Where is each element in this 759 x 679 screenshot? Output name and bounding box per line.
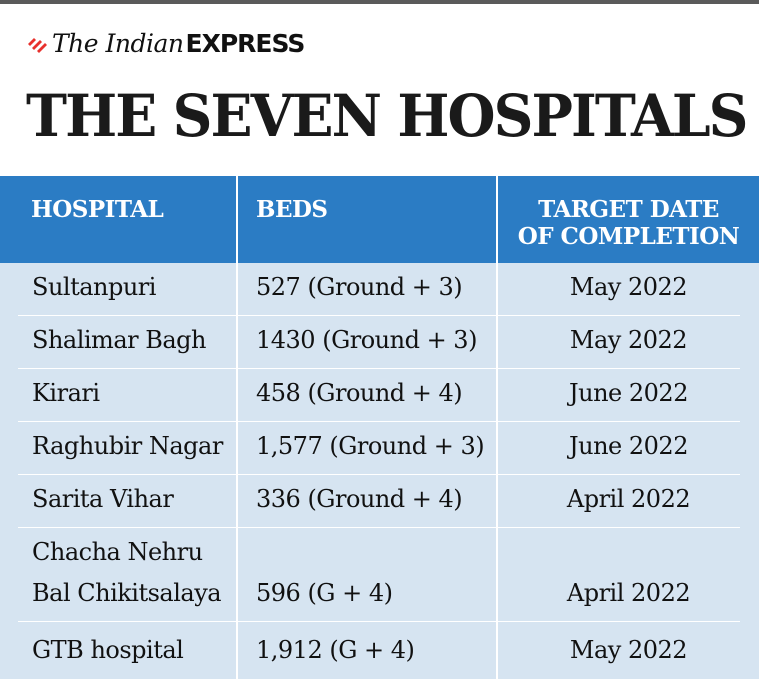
cell-beds: 527 (Ground + 3) [256, 273, 463, 301]
table-row: Sarita Vihar 336 (Ground + 4) April 2022 [0, 475, 759, 528]
cell-hospital: Bal Chikitsalaya [32, 579, 222, 607]
cell-target-date: May 2022 [569, 636, 688, 664]
hospital-table: HOSPITAL BEDS TARGET DATE OF COMPLETION … [0, 176, 759, 679]
column-header-beds: BEDS [256, 196, 328, 223]
logo-express: EXPRESS [185, 28, 306, 58]
top-rule [0, 0, 759, 4]
table-row: Raghubir Nagar 1,577 (Ground + 3) June 202… [0, 422, 759, 475]
indian-express-logo: The Indian EXPRESS [26, 26, 306, 60]
cell-target-date: June 2022 [569, 379, 688, 407]
column-header-target-line-1: TARGET DATE [538, 196, 719, 223]
column-header-target-line-2: OF COMPLETION [517, 223, 740, 250]
row-divider [18, 621, 740, 622]
cell-target-date: April 2022 [566, 485, 691, 513]
column-header-target-date: TARGET DATE OF COMPLETION [498, 176, 759, 263]
cell-hospital: Shalimar Bagh [32, 326, 207, 354]
row-divider [18, 368, 740, 369]
cell-beds: 1430 (Ground + 3) [256, 326, 477, 354]
column-divider [496, 176, 498, 679]
cell-hospital: Chacha Nehru [32, 538, 203, 566]
table-row: Sultanpuri 527 (Ground + 3) May 2022 [0, 263, 759, 316]
logo-the-indian: The Indian [52, 28, 184, 58]
express-flame-icon [28, 38, 47, 53]
cell-hospital: Raghubir Nagar [32, 432, 223, 460]
cell-beds: 1,577 (Ground + 3) [256, 432, 485, 460]
row-divider [18, 315, 740, 316]
cell-hospital: Sultanpuri [32, 273, 156, 301]
cell-hospital: Sarita Vihar [32, 485, 174, 513]
cell-beds: 458 (Ground + 4) [256, 379, 463, 407]
cell-target-date: May 2022 [569, 326, 688, 354]
row-divider [18, 474, 740, 475]
column-header-hospital: HOSPITAL [31, 196, 164, 223]
cell-target-date: April 2022 [566, 579, 691, 607]
table-row: Shalimar Bagh 1430 (Ground + 3) May 2022 [0, 316, 759, 369]
row-divider [18, 527, 740, 528]
row-divider [18, 421, 740, 422]
table-row: Chacha Nehru Bal Chikitsalaya 596 (G + 4) A… [0, 528, 759, 622]
cell-beds: 1,912 (G + 4) [256, 636, 415, 664]
cell-beds: 336 (Ground + 4) [256, 485, 463, 513]
table-row: Kirari 458 (Ground + 4) June 2022 [0, 369, 759, 422]
cell-target-date: June 2022 [569, 432, 688, 460]
column-divider [236, 176, 238, 679]
cell-beds: 596 (G + 4) [256, 579, 393, 607]
cell-target-date: May 2022 [569, 273, 688, 301]
table-header: HOSPITAL BEDS TARGET DATE OF COMPLETION [0, 176, 759, 263]
page-title: THE SEVEN HOSPITALS [26, 82, 748, 150]
cell-hospital: GTB hospital [32, 636, 184, 664]
cell-hospital: Kirari [32, 379, 100, 407]
table-row: GTB hospital 1,912 (G + 4) May 2022 [0, 622, 759, 679]
